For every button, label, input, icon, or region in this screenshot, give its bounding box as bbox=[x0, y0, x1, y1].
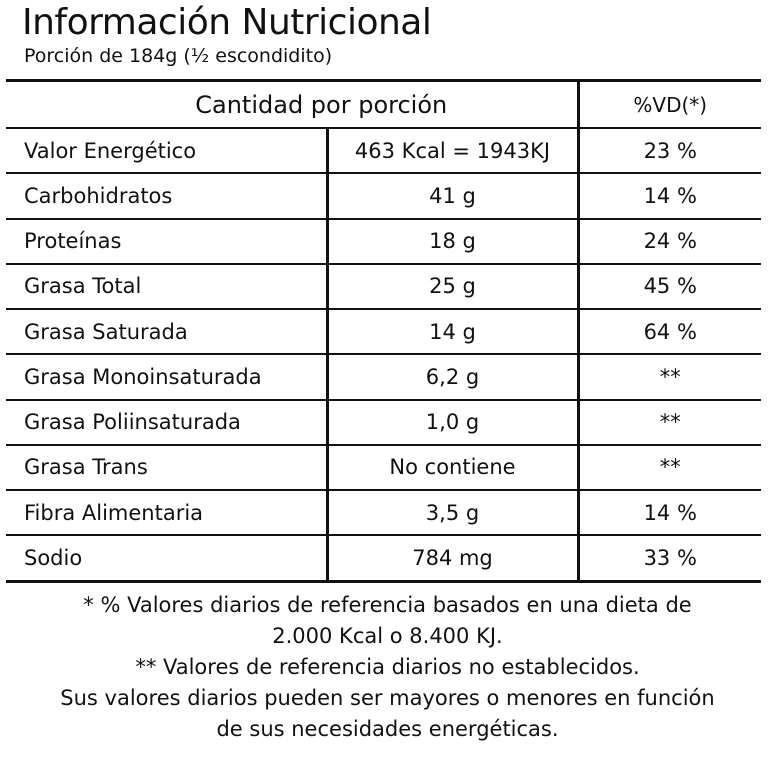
footnote-line: * % Valores diarios de referencia basado… bbox=[83, 593, 692, 617]
nutrient-name: Grasa Saturada bbox=[6, 309, 327, 356]
nutrient-daily-value: 23 % bbox=[576, 128, 761, 175]
label-title: Información Nutricional bbox=[22, 2, 432, 43]
footnote-line: 2.000 Kcal o 8.400 KJ. bbox=[272, 624, 503, 648]
nutrient-amount: 3,5 g bbox=[325, 490, 578, 537]
nutrient-daily-value: 64 % bbox=[576, 309, 761, 356]
nutrition-table: Cantidad por porción %VD(*) Valor Energé… bbox=[6, 79, 761, 583]
nutrient-name: Sodio bbox=[24, 546, 83, 571]
table-row: Fibra Alimentaria 3,5 g 14 % bbox=[6, 490, 761, 537]
footnote-line: de sus necesidades energéticas. bbox=[216, 717, 559, 741]
nutrient-amount: No contiene bbox=[325, 444, 578, 492]
nutrient-amount: 25 g bbox=[325, 263, 578, 311]
nutrient-amount: 1,0 g bbox=[325, 399, 578, 446]
nutrient-amount: 463 Kcal = 1943KJ bbox=[325, 128, 578, 175]
table-row: Grasa Monoinsaturada 6,2 g ** bbox=[6, 354, 761, 401]
nutrient-name: Grasa Poliinsaturada bbox=[6, 399, 327, 446]
nutrient-amount: 18 g bbox=[325, 218, 578, 265]
table-header-row: Cantidad por porción %VD(*) bbox=[6, 80, 761, 129]
nutrient-amount: 41 g bbox=[325, 173, 578, 220]
table-row: Proteínas 18 g 24 % bbox=[6, 218, 761, 265]
header-amount: Cantidad por porción bbox=[6, 80, 578, 129]
nutrient-name: Fibra Alimentaria bbox=[6, 490, 327, 537]
table-row: Grasa Total 25 g 45 % bbox=[6, 263, 761, 311]
nutrient-daily-value: 24 % bbox=[576, 218, 761, 265]
nutrient-daily-value: ** bbox=[576, 444, 761, 492]
table-row: Carbohidratos 41 g 14 % bbox=[6, 173, 761, 220]
footnote-line: ** Valores de referencia diarios no esta… bbox=[135, 655, 640, 679]
serving-size: Porción de 184g (½ escondidito) bbox=[24, 45, 333, 67]
nutrient-daily-value: 14 % bbox=[576, 490, 761, 537]
table-row: Grasa Trans No contiene ** bbox=[6, 444, 761, 492]
nutrient-daily-value: 33 % bbox=[576, 535, 761, 582]
header-daily-value: %VD(*) bbox=[576, 80, 761, 129]
table-row: Valor Energético 463 Kcal = 1943KJ 23 % bbox=[6, 128, 761, 175]
nutrient-amount: 14 g bbox=[325, 309, 578, 356]
nutrient-name: Valor Energético bbox=[6, 128, 327, 175]
nutrient-daily-value: ** bbox=[576, 399, 761, 446]
footnotes: * % Valores diarios de referencia basado… bbox=[0, 590, 775, 745]
nutrient-name: Grasa Monoinsaturada bbox=[6, 354, 327, 401]
table-row: Sodio 784 mg 33 % bbox=[6, 535, 761, 582]
table-row: Grasa Poliinsaturada 1,0 g ** bbox=[6, 399, 761, 446]
nutrient-name: Grasa Total bbox=[6, 263, 327, 311]
nutrient-amount: 6,2 g bbox=[325, 354, 578, 401]
nutrient-daily-value: 14 % bbox=[576, 173, 761, 220]
nutrient-name: Grasa Trans bbox=[6, 444, 327, 492]
nutrient-amount: 784 mg bbox=[325, 535, 578, 582]
nutrient-name: Proteínas bbox=[6, 218, 327, 265]
footnote-line: Sus valores diarios pueden ser mayores o… bbox=[60, 686, 715, 710]
table-row: Grasa Saturada 14 g 64 % bbox=[6, 309, 761, 356]
nutrient-daily-value: ** bbox=[576, 354, 761, 401]
nutrient-name: Carbohidratos bbox=[6, 173, 327, 220]
nutrient-daily-value: 45 % bbox=[576, 263, 761, 311]
